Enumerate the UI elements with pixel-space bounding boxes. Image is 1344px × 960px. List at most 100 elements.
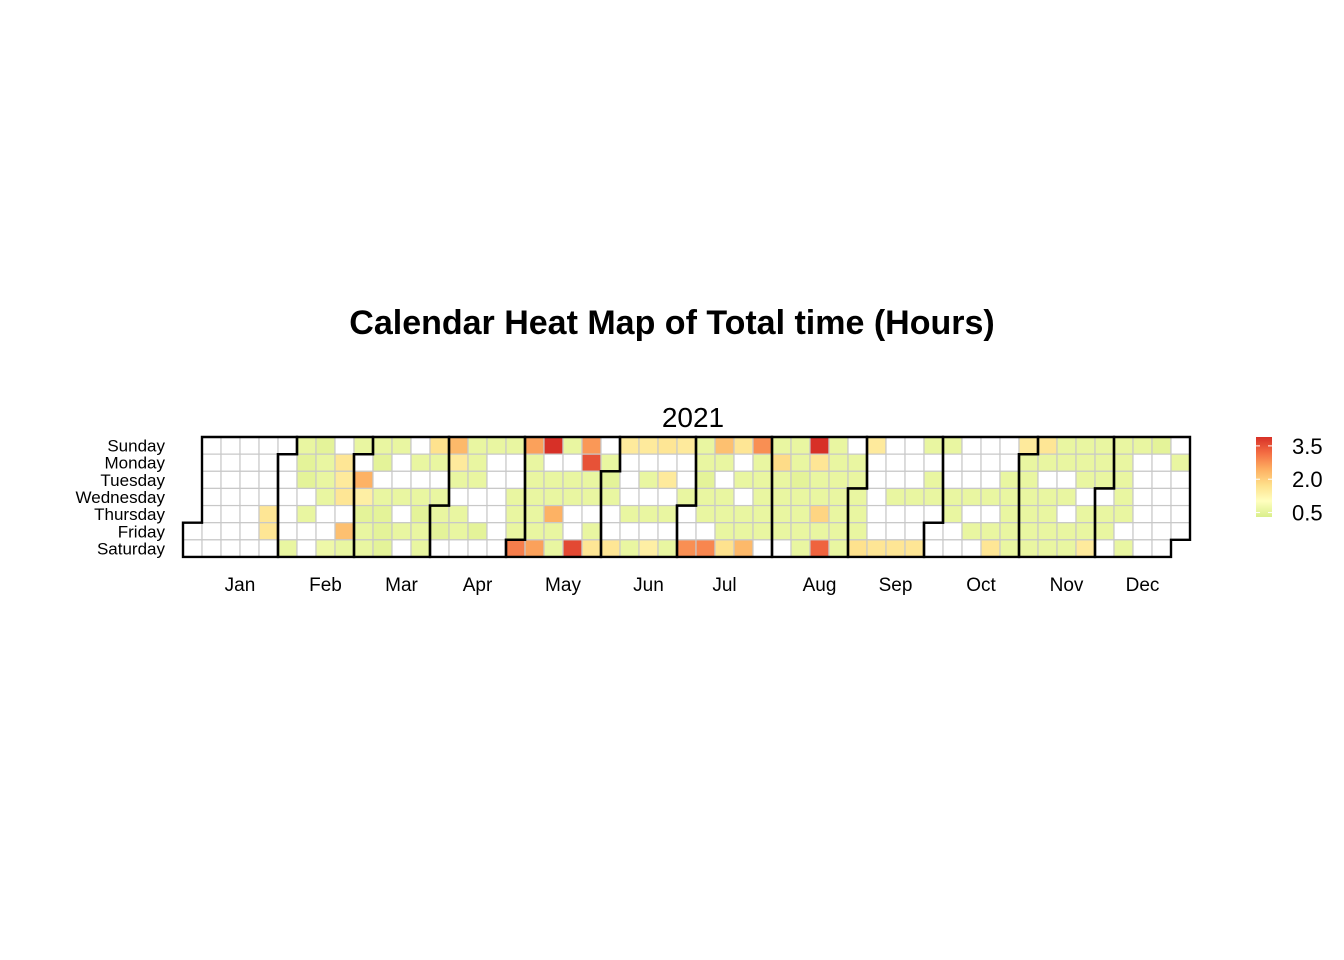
day-cell	[695, 470, 716, 490]
day-cell	[1151, 504, 1172, 524]
weekday-label: Monday	[105, 454, 166, 473]
day-cell	[220, 522, 241, 541]
day-cell	[809, 539, 830, 558]
day-cell	[904, 539, 925, 558]
day-cell	[1113, 470, 1134, 490]
weekday-label: Thursday	[94, 505, 165, 524]
day-cell	[239, 487, 260, 507]
day-cell	[714, 487, 735, 507]
day-cell	[372, 470, 393, 490]
month-label: Oct	[966, 575, 996, 596]
day-cell	[1037, 453, 1058, 472]
day-cell	[923, 522, 944, 541]
day-cell	[619, 504, 640, 524]
day-cell	[1151, 522, 1172, 541]
day-cell	[1151, 539, 1172, 558]
day-cell	[334, 522, 355, 541]
day-cell	[923, 539, 944, 558]
day-cell	[695, 504, 716, 524]
weekday-axis: SundayMondayTuesdayWednesdayThursdayFrid…	[76, 437, 166, 559]
day-cell	[1037, 522, 1058, 541]
day-cell	[1075, 504, 1096, 524]
day-cell	[638, 522, 659, 541]
day-cell	[866, 470, 887, 490]
day-cell	[1113, 522, 1134, 541]
day-cell	[1094, 487, 1115, 507]
day-cell	[372, 522, 393, 541]
day-cell	[1113, 504, 1134, 524]
day-cell	[600, 487, 621, 507]
day-cell	[353, 436, 374, 455]
day-cell	[448, 487, 469, 507]
day-cell	[486, 453, 507, 472]
day-cell	[562, 436, 583, 455]
day-cell	[733, 539, 754, 558]
day-cell	[866, 487, 887, 507]
weekday-label: Wednesday	[76, 488, 166, 507]
legend-tick-label: 0.5	[1292, 501, 1323, 526]
day-cell	[923, 453, 944, 472]
day-cell	[372, 539, 393, 558]
day-cell	[448, 470, 469, 490]
weekday-label: Friday	[118, 522, 166, 541]
day-cell	[1056, 470, 1077, 490]
day-cell	[448, 453, 469, 472]
day-cell	[961, 436, 982, 455]
day-cell	[980, 522, 1001, 541]
day-cell	[543, 487, 564, 507]
day-cell	[714, 504, 735, 524]
day-cell	[410, 539, 431, 558]
day-cell	[429, 453, 450, 472]
day-cell	[942, 436, 963, 455]
day-cell	[1018, 470, 1039, 490]
day-cell	[619, 436, 640, 455]
day-cell	[410, 522, 431, 541]
day-cell	[999, 504, 1020, 524]
day-cell	[828, 453, 849, 472]
day-cell	[505, 453, 526, 472]
day-cell	[201, 487, 222, 507]
day-cell	[581, 436, 602, 455]
day-cell	[638, 539, 659, 558]
day-cell	[353, 539, 374, 558]
day-cell	[505, 504, 526, 524]
day-cell	[410, 487, 431, 507]
day-cell	[334, 539, 355, 558]
day-cell	[1056, 487, 1077, 507]
day-cell	[600, 470, 621, 490]
day-cell	[486, 539, 507, 558]
day-cell	[885, 504, 906, 524]
day-cell	[714, 436, 735, 455]
day-cell	[467, 504, 488, 524]
day-cell	[410, 436, 431, 455]
month-borders	[181, 435, 1192, 559]
day-cell	[1132, 453, 1153, 472]
day-cell	[657, 436, 678, 455]
day-cell	[695, 487, 716, 507]
day-cell	[334, 487, 355, 507]
day-cell	[1075, 453, 1096, 472]
day-cell	[942, 487, 963, 507]
day-cell	[1113, 487, 1134, 507]
day-cell	[353, 522, 374, 541]
day-cell	[866, 522, 887, 541]
day-cell	[885, 470, 906, 490]
day-cell	[828, 504, 849, 524]
legend: 3.5 2.0 0.5	[1256, 434, 1323, 526]
day-cell	[790, 453, 811, 472]
month-label: Jan	[225, 575, 256, 596]
day-cell	[847, 453, 868, 472]
day-cell	[619, 539, 640, 558]
day-cell	[676, 487, 697, 507]
day-cell	[372, 436, 393, 455]
day-cell	[220, 539, 241, 558]
day-cell	[581, 504, 602, 524]
day-cell	[1170, 522, 1191, 541]
day-cell	[429, 539, 450, 558]
day-cell	[828, 487, 849, 507]
day-cell	[581, 453, 602, 472]
day-cell	[524, 487, 545, 507]
day-cell	[600, 504, 621, 524]
day-cell	[448, 522, 469, 541]
day-cell	[315, 436, 336, 455]
